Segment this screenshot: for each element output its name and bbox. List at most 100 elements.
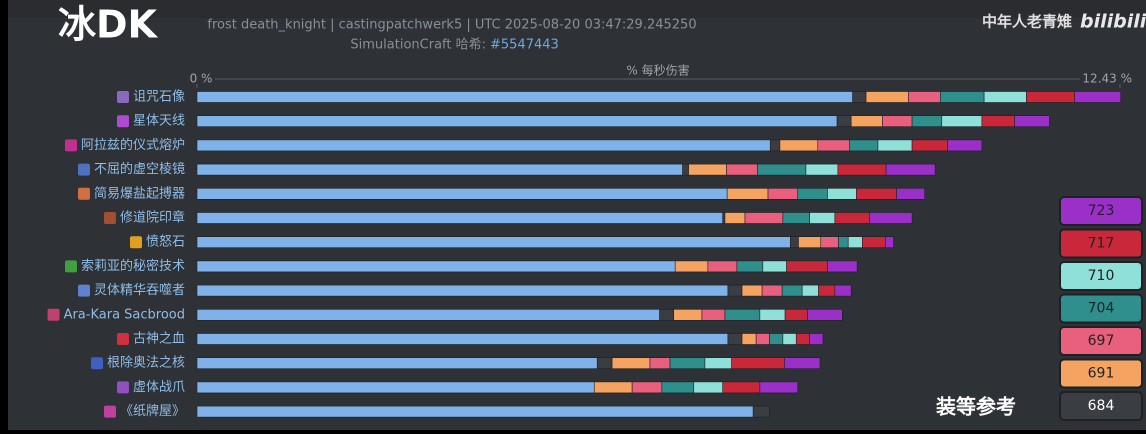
bar-segment bbox=[757, 163, 807, 176]
bar-segment bbox=[682, 163, 689, 176]
bar-segment bbox=[983, 91, 1027, 103]
item-icon bbox=[64, 139, 77, 152]
bar-segment bbox=[761, 284, 783, 297]
bar-segment bbox=[805, 163, 839, 176]
legend-swatch bbox=[1059, 358, 1143, 389]
category-label: 灵体精华吞噬者 bbox=[94, 283, 185, 298]
bar-segment bbox=[779, 139, 819, 152]
legend-swatch bbox=[1059, 391, 1143, 421]
bar-segment bbox=[769, 139, 781, 152]
bar-segment bbox=[838, 236, 849, 248]
bar-segment bbox=[688, 163, 727, 176]
bar-segment bbox=[726, 188, 769, 200]
bar-segment bbox=[827, 260, 858, 273]
bar-segment bbox=[941, 115, 983, 127]
item-icon bbox=[129, 236, 142, 249]
bar-segment bbox=[762, 260, 787, 273]
bar-segment bbox=[596, 357, 613, 370]
bar-segment bbox=[649, 357, 671, 370]
bar-segment bbox=[196, 333, 729, 345]
bar-segment bbox=[781, 284, 803, 297]
bar-segment bbox=[947, 139, 983, 152]
category-label: 虚体战爪 bbox=[133, 380, 185, 395]
header-band bbox=[8, 0, 1146, 18]
legend-swatch bbox=[1059, 261, 1143, 291]
brand: bilibili bbox=[1080, 11, 1146, 33]
bar-segment bbox=[834, 284, 852, 297]
item-icon bbox=[77, 284, 90, 297]
bar-segment bbox=[741, 284, 763, 297]
bar-segment bbox=[782, 333, 797, 345]
bar-segment bbox=[196, 260, 676, 273]
bar-segment bbox=[885, 236, 894, 248]
legend-swatch bbox=[1059, 326, 1143, 356]
bar-segment bbox=[809, 212, 836, 224]
category-label: 根除奥法之核 bbox=[107, 356, 185, 371]
category-label: 修道院印章 bbox=[120, 210, 185, 226]
bar-segment bbox=[847, 236, 863, 248]
subtitle: frost death_knight | castingpatchwerk5 |… bbox=[207, 18, 696, 33]
bar-segment bbox=[196, 91, 853, 103]
bar-segment bbox=[767, 188, 799, 200]
bar-segment bbox=[724, 308, 761, 321]
bar-segment bbox=[196, 212, 724, 224]
bar-segment bbox=[856, 188, 897, 200]
item-icon bbox=[116, 115, 129, 128]
bar-segment bbox=[701, 308, 726, 321]
category-label: 诅咒石像 bbox=[133, 90, 185, 105]
hash-label: SimulationCraft 哈希: bbox=[350, 38, 486, 53]
bar-segment bbox=[673, 308, 703, 321]
bar-segment bbox=[196, 284, 729, 297]
item-icon bbox=[90, 357, 103, 370]
hash-link[interactable]: #5547443 bbox=[490, 38, 559, 53]
legend-label: 697 bbox=[1088, 333, 1115, 349]
bar-segment bbox=[820, 236, 839, 248]
category-label: 古神之血 bbox=[133, 332, 185, 347]
bar-segment bbox=[724, 212, 746, 224]
item-icon bbox=[116, 381, 129, 394]
legend-label: 717 bbox=[1088, 236, 1115, 252]
bar-segment bbox=[885, 163, 936, 176]
bar-segment bbox=[784, 357, 821, 370]
bar-segment bbox=[736, 260, 764, 273]
bar-segment bbox=[744, 212, 784, 224]
bar-segment bbox=[727, 333, 743, 345]
bar-segment bbox=[908, 91, 941, 103]
bar-segment bbox=[707, 260, 738, 273]
bar-segment bbox=[759, 381, 799, 394]
category-label: 《纸牌屋》 bbox=[120, 403, 185, 419]
bar-segment bbox=[196, 188, 728, 200]
bar-segment bbox=[911, 139, 949, 152]
category-label: 索莉亚的秘密技术 bbox=[81, 258, 185, 274]
bar-segment bbox=[818, 284, 836, 297]
bar-segment bbox=[752, 405, 770, 418]
bar-segment bbox=[1074, 91, 1122, 103]
bar-segment bbox=[722, 212, 726, 224]
bar-segment bbox=[790, 236, 799, 248]
bar-segment bbox=[836, 115, 852, 127]
item-icon bbox=[103, 405, 116, 418]
bar-segment bbox=[877, 139, 913, 152]
bar-segment bbox=[852, 91, 867, 103]
item-icon bbox=[77, 163, 90, 176]
bar-segment bbox=[196, 236, 791, 248]
bar-segment bbox=[807, 308, 843, 321]
legend-swatch bbox=[1059, 293, 1143, 324]
bar-segment bbox=[727, 284, 743, 297]
bar-segment bbox=[196, 139, 771, 152]
legend-label: 710 bbox=[1088, 268, 1115, 284]
category-label: 阿拉兹的仪式熔炉 bbox=[81, 137, 185, 153]
bar-segment bbox=[797, 188, 828, 200]
x-axis-label: % 每秒伤害 bbox=[626, 63, 689, 78]
bar-segment bbox=[850, 115, 883, 127]
item-icon bbox=[103, 212, 116, 224]
chart-title: 冰DK bbox=[58, 3, 159, 47]
bar-segment bbox=[611, 357, 651, 370]
item-icon bbox=[116, 333, 129, 345]
bar-segment bbox=[801, 284, 819, 297]
bar-segment bbox=[834, 212, 871, 224]
bar-segment bbox=[862, 236, 886, 248]
bar-segment bbox=[837, 163, 887, 176]
bar-segment bbox=[755, 333, 770, 345]
